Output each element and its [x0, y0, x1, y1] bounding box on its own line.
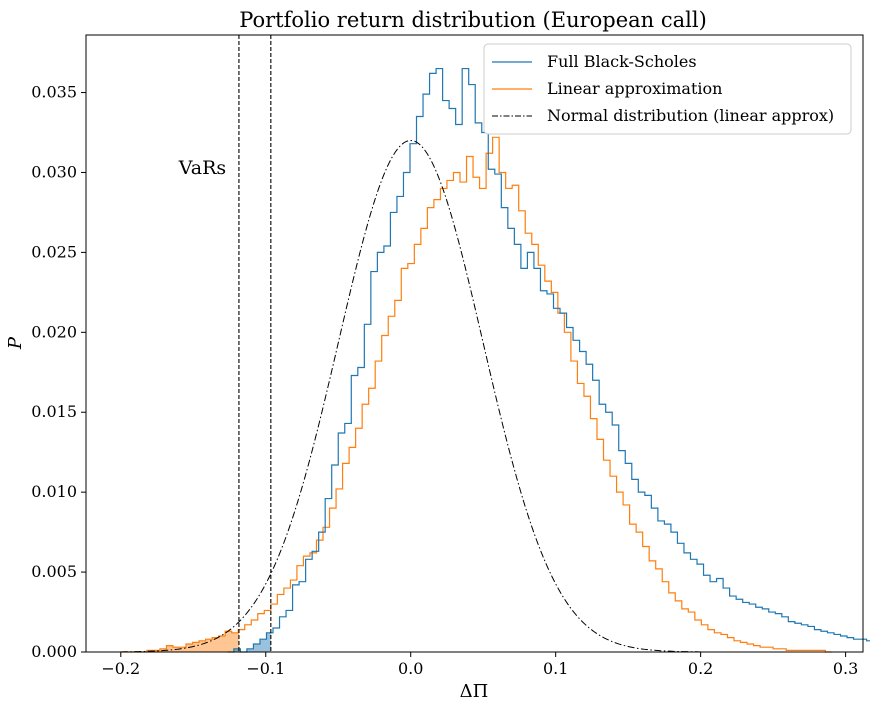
y-tick-label: 0.025 [31, 242, 77, 261]
plot-frame [85, 34, 864, 653]
plot-area [85, 34, 870, 653]
x-tick-label: −0.2 [101, 659, 140, 678]
series-linear-approximation [120, 136, 832, 653]
y-axis: 0.000 0.005 0.010 0.015 0.020 0.025 0.030 0.035 [31, 83, 86, 661]
y-tick-label: 0.015 [31, 402, 77, 421]
x-tick-label: −0.1 [246, 659, 285, 678]
chart-title: Portfolio return distribution (European … [239, 8, 707, 32]
x-tick-label: 0.3 [833, 659, 858, 678]
y-tick-label: 0.030 [31, 162, 77, 181]
legend: Full Black-Scholes Linear approximation … [483, 43, 852, 135]
series-full-black-scholes [227, 67, 870, 653]
y-tick-label: 0.005 [31, 562, 77, 581]
legend-box [483, 43, 852, 135]
x-axis-title: ΔΠ [460, 681, 489, 702]
series-normal-distribution [120, 139, 701, 653]
y-tick-label: 0.020 [31, 322, 77, 341]
y-tick-label: 0.010 [31, 482, 77, 501]
legend-label-linear: Linear approximation [547, 79, 722, 98]
x-tick-label: 0.1 [543, 659, 568, 678]
x-axis: −0.2 −0.1 0.0 0.1 0.2 0.3 [101, 652, 858, 678]
linear-tail-fill [120, 629, 239, 652]
y-axis-title: P [5, 336, 26, 350]
full-tail-fill [227, 632, 271, 652]
vars-annotation: VaRs [178, 157, 226, 179]
x-tick-label: 0.2 [688, 659, 713, 678]
legend-label-normal: Normal distribution (linear approx) [547, 106, 834, 125]
x-tick-label: 0.0 [398, 659, 423, 678]
legend-label-full: Full Black-Scholes [547, 52, 697, 71]
y-tick-label: 0.035 [31, 83, 77, 102]
y-tick-label: 0.000 [31, 642, 77, 661]
